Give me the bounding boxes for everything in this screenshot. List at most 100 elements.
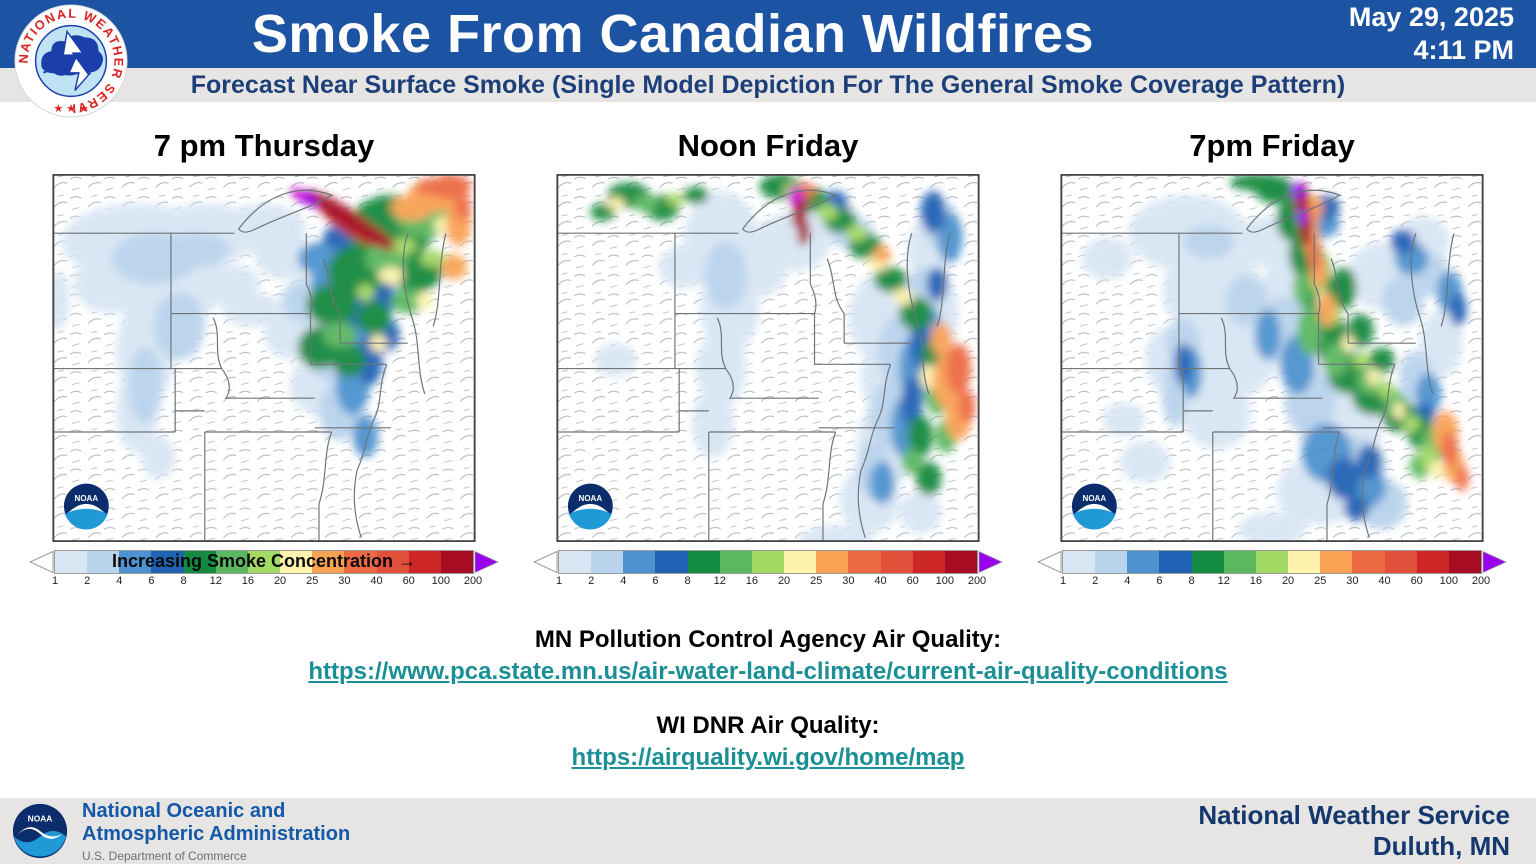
colorbar-tick: 60 xyxy=(906,575,919,588)
colorbar: 1 2 4 6 8 12 16 20 25 30 40 60 100 200 xyxy=(1036,550,1508,588)
colorbar-tick: 40 xyxy=(1378,575,1391,588)
smoke-map: NOAA xyxy=(1060,174,1484,543)
colorbar-tick: 20 xyxy=(273,575,287,588)
colorbar-tick: 30 xyxy=(842,575,855,588)
colorbar-segment xyxy=(247,551,281,574)
colorbar-segment xyxy=(944,551,978,574)
colorbar-right-arrow xyxy=(978,551,1003,574)
forecast-panel: 7pm Friday NOAA xyxy=(1036,128,1508,588)
footer-bar: NOAA National Oceanic and Atmospheric Ad… xyxy=(0,798,1536,864)
subtitle-bar: Forecast Near Surface Smoke (Single Mode… xyxy=(0,68,1536,103)
colorbar-segment xyxy=(312,551,345,574)
colorbar-segment xyxy=(623,551,656,574)
colorbar-tick: 8 xyxy=(180,575,187,588)
footer-agency: National Oceanic and Atmospheric Adminis… xyxy=(82,800,350,863)
colorbar-tick: 12 xyxy=(713,575,726,588)
noaa-map-logo: NOAA xyxy=(567,484,613,530)
colorbar-segment xyxy=(1159,551,1192,574)
colorbar-segment xyxy=(1095,551,1128,574)
colorbar-segment xyxy=(1255,551,1289,574)
svg-text:NOAA: NOAA xyxy=(75,494,99,503)
forecast-panel: 7 pm Thursday NOAA xyxy=(28,128,500,588)
colorbar-tick: 20 xyxy=(1281,575,1295,588)
header-time: 4:11 PM xyxy=(1413,35,1514,66)
colorbar-tick: 16 xyxy=(745,575,759,588)
svg-text:NOAA: NOAA xyxy=(1083,494,1107,503)
colorbar-segment xyxy=(1063,551,1096,574)
colorbar-segment xyxy=(1352,551,1385,574)
header-datetime: May 29, 2025 4:11 PM xyxy=(1236,1,1536,67)
page-title: Smoke From Canadian Wildfires xyxy=(251,4,1095,65)
colorbar-tick: 6 xyxy=(1156,575,1163,588)
colorbar-segment xyxy=(784,551,817,574)
colorbar-tick: 4 xyxy=(620,575,627,588)
colorbar-segment xyxy=(1416,551,1449,574)
colorbar-segment xyxy=(183,551,216,574)
colorbar-tick: 1 xyxy=(51,575,59,588)
nws-logo: NATIONAL WEATHER SERVICE ★ ★ ★ xyxy=(12,2,128,118)
colorbar-segment xyxy=(655,551,688,574)
smoke-map: NOAA xyxy=(52,174,476,543)
links-section: MN Pollution Control Agency Air Quality:… xyxy=(0,626,1536,798)
colorbar-segment xyxy=(719,551,752,574)
smoke-map: NOAA xyxy=(556,174,980,543)
colorbar-tick: 40 xyxy=(370,575,383,588)
noaa-logo-text: NOAA xyxy=(28,814,53,824)
panel-title: 7 pm Thursday xyxy=(153,128,375,164)
colorbar-segment xyxy=(119,551,152,574)
colorbar-segment xyxy=(1127,551,1160,574)
panel-title: 7pm Friday xyxy=(1189,128,1355,164)
agency-line2: Atmospheric Administration xyxy=(82,822,351,845)
colorbar-tick: 100 xyxy=(431,575,451,588)
map-frame: NOAA xyxy=(1060,174,1484,543)
colorbar-tick: 200 xyxy=(967,575,987,588)
colorbar-tick: 100 xyxy=(935,575,955,588)
colorbar-segment xyxy=(912,551,945,574)
noaa-logo: NOAA xyxy=(12,804,68,859)
colorbar-segment xyxy=(408,551,441,574)
colorbar-segment xyxy=(816,551,849,574)
wi-air-quality-link[interactable]: https://airquality.wi.gov/home/map xyxy=(571,744,965,772)
colorbar-tick: 6 xyxy=(652,575,659,588)
colorbar-left-arrow xyxy=(1036,551,1062,574)
colorbar-segment xyxy=(687,551,720,574)
colorbar-segment xyxy=(344,551,377,574)
colorbar: Increasing Smoke Concentration → 1 2 4 6 8 12… xyxy=(28,550,500,588)
colorbar-left-arrow xyxy=(28,551,54,574)
nws-stars: ★ ★ ★ xyxy=(53,103,88,115)
map-frame: NOAA xyxy=(556,174,980,543)
colorbar-tick: 30 xyxy=(338,575,351,588)
colorbar-segment xyxy=(751,551,785,574)
agency-line1: National Oceanic and xyxy=(82,799,286,822)
colorbar-tick: 200 xyxy=(1471,575,1491,588)
svg-text:NOAA: NOAA xyxy=(579,494,603,503)
colorbar-tick: 60 xyxy=(402,575,415,588)
colorbar-segment xyxy=(1191,551,1224,574)
colorbar-segment xyxy=(1288,551,1321,574)
colorbar-tick: 16 xyxy=(1249,575,1263,588)
colorbar-tick: 30 xyxy=(1346,575,1359,588)
colorbar-tick: 40 xyxy=(874,575,887,588)
colorbar-segment xyxy=(848,551,881,574)
colorbar-tick: 16 xyxy=(241,575,255,588)
colorbar-tick: 12 xyxy=(209,575,222,588)
colorbar-right-arrow xyxy=(474,551,499,574)
colorbar-left-arrow xyxy=(532,551,558,574)
colorbar-segment xyxy=(880,551,913,574)
colorbar-tick: 1 xyxy=(555,575,563,588)
colorbar-segment xyxy=(280,551,313,574)
colorbar-segment xyxy=(215,551,248,574)
colorbar-segment xyxy=(1448,551,1482,574)
colorbar-tick: 2 xyxy=(84,575,91,588)
mn-air-quality-link[interactable]: https://www.pca.state.mn.us/air-water-la… xyxy=(308,658,1228,686)
colorbar-segment xyxy=(591,551,624,574)
colorbar-right-arrow xyxy=(1482,551,1507,574)
colorbar-tick: 25 xyxy=(306,575,319,588)
colorbar-segment xyxy=(87,551,120,574)
header-bar: NATIONAL WEATHER SERVICE ★ ★ ★ Smoke Fro… xyxy=(0,0,1536,118)
noaa-map-logo: NOAA xyxy=(63,484,109,530)
colorbar-segment xyxy=(151,551,184,574)
colorbar-label: Increasing Smoke Concentration → xyxy=(111,551,417,572)
colorbar-tick: 20 xyxy=(777,575,791,588)
panel-title: Noon Friday xyxy=(677,128,859,164)
